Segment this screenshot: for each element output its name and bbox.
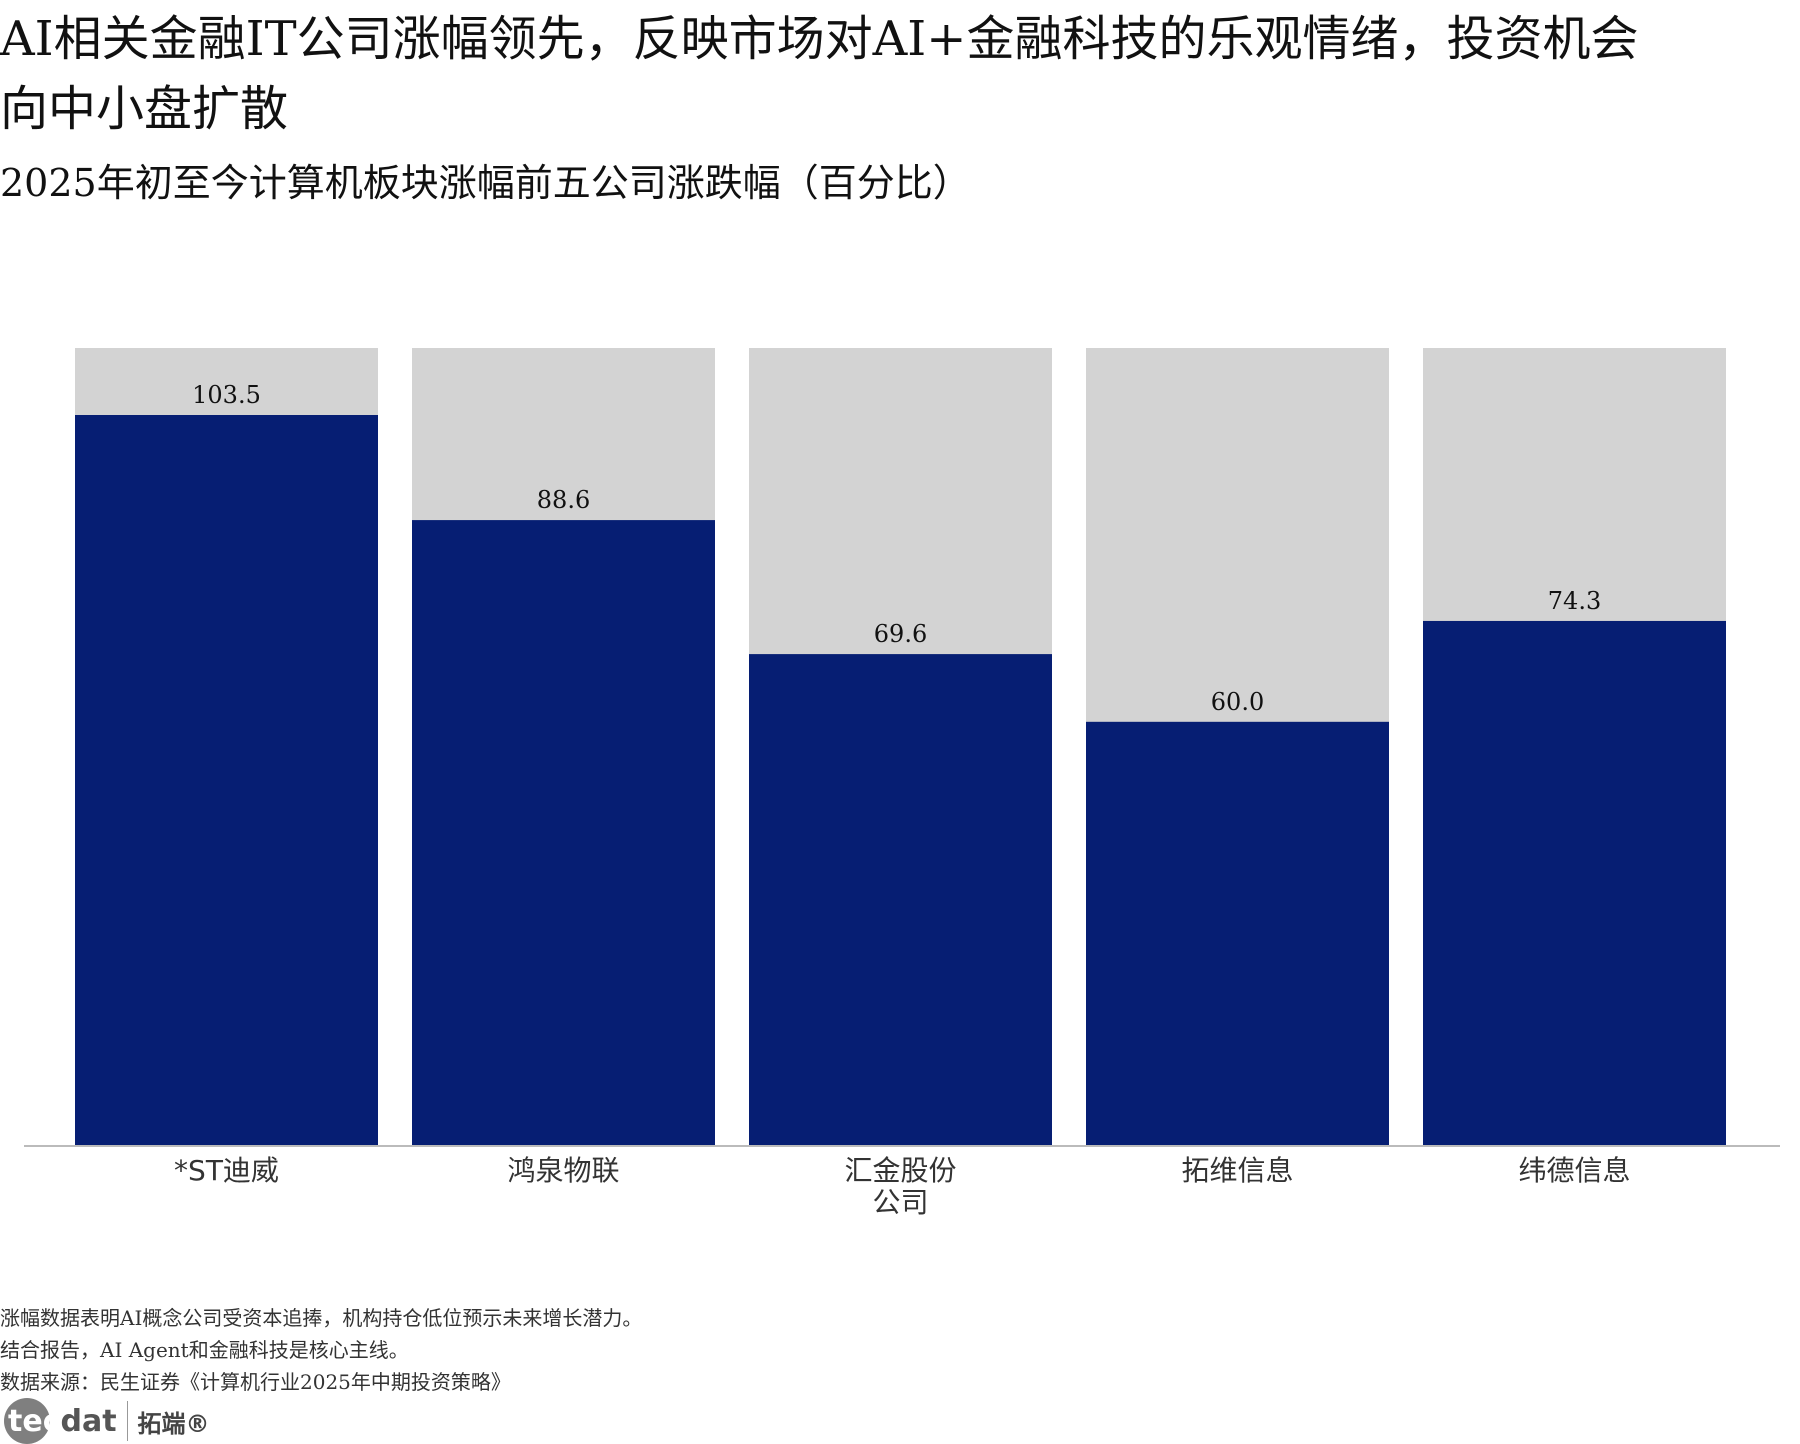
bar-value-label: 74.3 bbox=[1548, 587, 1601, 615]
x-tick-label: 汇金股份公司 bbox=[844, 1154, 956, 1219]
bar-value-label: 103.5 bbox=[192, 381, 261, 409]
value-bar bbox=[1423, 620, 1726, 1145]
value-bar bbox=[412, 520, 715, 1145]
bar-value-label: 69.6 bbox=[874, 620, 927, 648]
logo-wordmark: tecdat bbox=[8, 1403, 117, 1439]
bar-chart: 103.5 *ST迪威 88.6 鸿泉物联 69.6 汇金股份公司 60.0 拓维信息 74.3… bbox=[24, 348, 1780, 1219]
logo-divider bbox=[126, 1401, 128, 1441]
brand-logo: tecdat 拓端® bbox=[4, 1398, 210, 1444]
note-line: 结合报告，AI Agent和金融科技是核心主线。 bbox=[0, 1338, 409, 1362]
x-tick-label: *ST迪威 bbox=[174, 1154, 279, 1187]
logo-chinese-name: 拓端® bbox=[137, 1409, 210, 1438]
value-bar bbox=[75, 415, 378, 1146]
note-line: 涨幅数据表明AI概念公司受资本追捧，机构持仓低位预示未来增长潜力。 bbox=[0, 1306, 643, 1330]
notes: 涨幅数据表明AI概念公司受资本追捧，机构持仓低位预示未来增长潜力。 结合报告，A… bbox=[0, 1302, 642, 1398]
bar-value-label: 60.0 bbox=[1211, 688, 1264, 716]
value-bar bbox=[1086, 721, 1389, 1145]
x-tick-label: 拓维信息 bbox=[1181, 1154, 1293, 1187]
x-tick-label: 纬德信息 bbox=[1518, 1154, 1630, 1187]
chart-title: AI相关金融IT公司涨幅领先，反映市场对AI+金融科技的乐观情绪，投资机会向中小… bbox=[0, 11, 1639, 137]
chart-subtitle: 2025年初至今计算机板块涨幅前五公司涨跌幅（百分比） bbox=[0, 161, 971, 205]
value-bar bbox=[749, 654, 1052, 1145]
tecdat-logo-icon bbox=[4, 1398, 50, 1444]
source-line: 数据来源：民生证券《计算机行业2025年中期投资策略》 bbox=[0, 1370, 511, 1394]
bar-value-label: 88.6 bbox=[537, 486, 590, 514]
x-tick-label: 鸿泉物联 bbox=[507, 1154, 619, 1187]
